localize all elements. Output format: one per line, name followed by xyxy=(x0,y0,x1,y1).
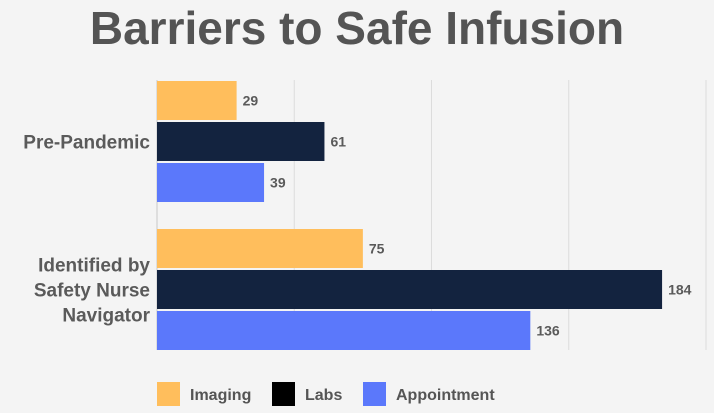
category-label: Pre-Pandemic xyxy=(23,133,150,154)
legend-swatch xyxy=(272,382,295,406)
bar xyxy=(157,311,531,350)
bars xyxy=(157,81,663,350)
chart-title: Barriers to Safe Infusion xyxy=(89,2,625,54)
value-label: 184 xyxy=(668,282,692,298)
legend-swatch xyxy=(157,382,180,406)
bar xyxy=(157,270,663,309)
value-labels: 29 61 39 75 184 136 xyxy=(243,93,692,339)
legend-label: Imaging xyxy=(190,387,251,404)
value-label: 61 xyxy=(330,134,346,150)
legend: Imaging Labs Appointment xyxy=(157,382,495,406)
gridlines xyxy=(156,80,707,350)
category-label: Navigator xyxy=(62,306,150,327)
category-label: Safety Nurse xyxy=(34,281,150,302)
bar xyxy=(157,229,363,268)
legend-label: Labs xyxy=(305,387,342,404)
bar xyxy=(157,122,325,161)
value-label: 75 xyxy=(369,241,385,257)
bar xyxy=(157,163,265,202)
legend-swatch xyxy=(363,382,386,406)
value-label: 39 xyxy=(270,175,286,191)
value-label: 136 xyxy=(536,323,560,339)
legend-label: Appointment xyxy=(396,387,495,404)
bar xyxy=(157,81,237,120)
value-label: 29 xyxy=(243,93,259,109)
category-label: Identified by xyxy=(38,256,150,277)
category-labels: Pre-Pandemic Identified by Safety Nurse Nav… xyxy=(23,133,150,327)
